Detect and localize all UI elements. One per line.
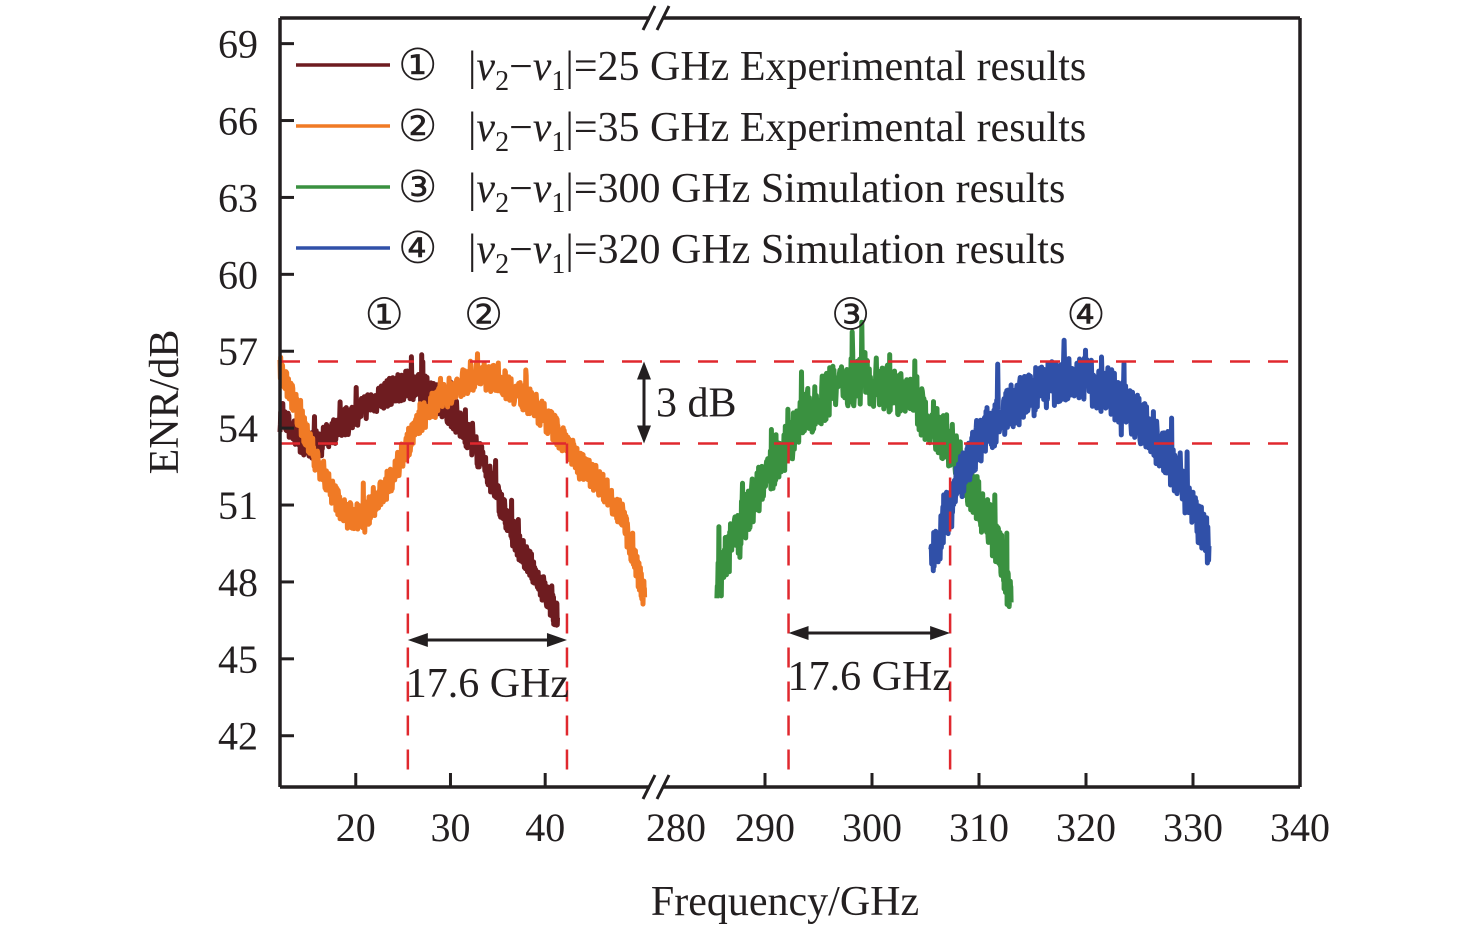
legend-text-part: 1	[551, 127, 565, 158]
band-label: 3 dB	[656, 381, 737, 427]
legend-marker-1: ①	[398, 40, 437, 91]
curve-marker-2: ②	[464, 289, 503, 340]
legend-label-1: |v2−v1|=25 GHz Experimental results	[468, 44, 1086, 97]
legend-text-part: 1	[551, 249, 565, 280]
x-tick-label-20: 20	[336, 805, 376, 850]
legend-text-part: |=25 GHz Experimental results	[565, 44, 1086, 90]
y-tick-label-63: 63	[218, 175, 258, 220]
x-tick-label-340: 340	[1270, 805, 1330, 850]
y-tick-label-60: 60	[218, 252, 258, 297]
legend-text-part: −	[509, 166, 533, 212]
series-line-4	[928, 337, 1212, 574]
legend-label-2: |v2−v1|=35 GHz Experimental results	[468, 105, 1086, 158]
legend-text-part: 2	[495, 188, 509, 219]
legend-text-part: v	[476, 105, 495, 151]
legend-text-part: |=320 GHz Simulation results	[565, 227, 1065, 273]
legend-text-part: |	[468, 227, 476, 273]
series-line-1	[277, 352, 560, 628]
bandwidth-arrow-left-2	[788, 626, 809, 640]
legend-text-part: v	[476, 44, 495, 90]
bottom-axis-break-mark-1	[641, 774, 657, 800]
y-axis-title: ENR/dB	[142, 330, 188, 475]
band-arrow-head-down	[637, 425, 651, 444]
legend-label-4: |v2−v1|=320 GHz Simulation results	[468, 227, 1065, 280]
guide-layer: 3 dB 17.6 GHz 17.6 GHz ① ② ③ ④	[280, 289, 1300, 781]
legend-text-part: |	[468, 44, 476, 90]
legend-text-part: 2	[495, 127, 509, 158]
bandwidth-arrow-left-1	[407, 633, 428, 647]
legend-text-part: |=35 GHz Experimental results	[565, 105, 1086, 151]
legend-marker-3: ③	[398, 162, 437, 213]
x-tick-label-40: 40	[525, 805, 565, 850]
legend-text-part: −	[509, 44, 533, 90]
legend-text-part: v	[533, 44, 552, 90]
legend-text-part: 2	[495, 66, 509, 97]
bandwidth-arrow-right-1	[546, 633, 567, 647]
legend-text-part: |	[468, 166, 476, 212]
legend-text-part: 2	[495, 249, 509, 280]
curve-marker-3: ③	[831, 289, 870, 340]
legend-text-part: 1	[551, 188, 565, 219]
x-tick-label-320: 320	[1056, 805, 1116, 850]
y-tick-label-69: 69	[218, 22, 258, 67]
y-tick-label-54: 54	[218, 406, 258, 451]
x-tick-label-310: 310	[949, 805, 1009, 850]
x-tick-label-300: 300	[842, 805, 902, 850]
series-layer	[277, 319, 1212, 628]
x-tick-label-280: 280	[646, 805, 706, 850]
y-tick-label-57: 57	[218, 329, 258, 374]
y-tick-label-51: 51	[218, 483, 258, 528]
y-tick-label-66: 66	[218, 99, 258, 144]
curve-marker-4: ④	[1066, 289, 1105, 340]
legend-text-part: |=300 GHz Simulation results	[565, 166, 1065, 212]
bandwidth-arrow-right-2	[930, 626, 951, 640]
legend-text-part: −	[509, 105, 533, 151]
legend-marker-4: ④	[398, 223, 437, 274]
axes-frame: 42 45 48 51 54 57 60 63 66 69 20 30 40 280 290 300 310 32…	[218, 5, 1330, 850]
legend-text-part: |	[468, 105, 476, 151]
legend-text-part: −	[509, 227, 533, 273]
x-tick-label-30: 30	[430, 805, 470, 850]
x-tick-label-330: 330	[1163, 805, 1223, 850]
bandwidth-label-1: 17.6 GHz	[406, 661, 569, 707]
y-tick-label-42: 42	[218, 714, 258, 759]
x-axis-title: Frequency/GHz	[651, 879, 919, 925]
legend-text-part: v	[533, 166, 552, 212]
y-tick-label-45: 45	[218, 637, 258, 682]
legend-marker-2: ②	[398, 101, 437, 152]
legend-text-part: v	[476, 227, 495, 273]
curve-marker-1: ①	[364, 289, 403, 340]
bandwidth-label-2: 17.6 GHz	[788, 654, 951, 700]
axis-labels: Frequency/GHz ENR/dB	[142, 330, 919, 925]
x-tick-label-290: 290	[735, 805, 795, 850]
legend-text-part: v	[476, 166, 495, 212]
y-tick-label-48: 48	[218, 560, 258, 605]
bottom-axis-break-mark-2	[655, 774, 671, 800]
legend-text-part: v	[533, 227, 552, 273]
top-axis-break-mark-2	[655, 5, 671, 31]
top-axis-break-mark-1	[641, 5, 657, 31]
band-arrow-head-up	[637, 361, 651, 380]
legend-text-part: v	[533, 105, 552, 151]
series-line-2	[277, 351, 648, 607]
series-line-3	[714, 319, 1014, 610]
legend-label-3: |v2−v1|=300 GHz Simulation results	[468, 166, 1065, 219]
legend-text-part: 1	[551, 66, 565, 97]
